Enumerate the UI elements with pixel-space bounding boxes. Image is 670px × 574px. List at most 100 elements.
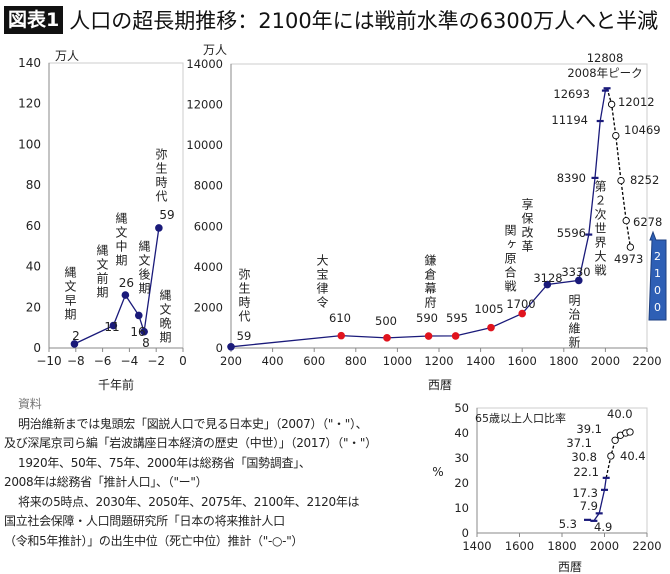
era-annotation: 縄文早期 (63, 266, 77, 322)
x-axis-label: 西暦 (558, 560, 582, 574)
inset-title: 65歳以上人口比率 (475, 411, 566, 425)
data-point (121, 291, 130, 299)
era-annotation: 縄文中期 (114, 212, 128, 268)
data-label: 59 (159, 208, 174, 222)
note-line: （令和5年推計）」の出生中位（死亡中位）推計（"-○-"） (4, 533, 304, 548)
plot-area (476, 407, 648, 534)
data-point-census (603, 87, 611, 90)
data-point (109, 321, 118, 330)
note-line: 将来の5時点、2030年、2050年、2075年、2100年、2120年は (18, 494, 360, 509)
data-label: 5.3 (559, 517, 577, 531)
data-label: 8390 (557, 171, 586, 185)
x-tick-label: 1600 (508, 354, 537, 368)
data-point-fukao (424, 332, 433, 340)
y-tick-label: 50 (454, 401, 469, 415)
y-tick-label: 20 (454, 476, 469, 490)
event-annotation: 弥生時代 (237, 268, 251, 324)
data-point-projection (612, 131, 620, 140)
data-point-kito (227, 343, 235, 351)
event-annotation: 明治維新 (567, 294, 581, 350)
data-label: 30.8 (571, 450, 597, 464)
event-annotation: 関ヶ原合戦 (503, 224, 517, 294)
figure-title: 図表1 人口の超長期推移：2100年には戦前水準の6300万人へと半減 (4, 5, 658, 35)
y-axis-unit: % (432, 465, 443, 479)
x-tick-label: 1800 (547, 539, 576, 553)
y-tick-label: 14000 (186, 57, 223, 71)
x-tick-label: 1200 (424, 354, 453, 368)
data-point (595, 512, 603, 515)
data-point-projection (607, 100, 616, 108)
data-label: 500 (375, 314, 397, 328)
x-tick-label: −6 (94, 354, 112, 368)
data-point (602, 476, 610, 479)
y-tick-label: 20 (26, 300, 41, 314)
data-label: 6278 (633, 215, 662, 229)
figure-badge: 図表1 (4, 6, 64, 34)
y-axis-unit: 万人 (203, 43, 227, 57)
data-label: 26 (119, 276, 134, 290)
data-point-kito (543, 280, 552, 289)
data-point (626, 428, 634, 436)
projection-line (606, 88, 632, 248)
data-label: 1700 (506, 297, 535, 311)
data-point (590, 519, 598, 522)
data-label: 8252 (630, 173, 659, 187)
callout-box (648, 230, 667, 321)
x-tick-label: 1600 (505, 539, 534, 553)
x-tick-label: 1800 (549, 354, 578, 368)
note-line: 国立社会保障・人口問題研究所「日本の将来推計人口 (4, 514, 285, 528)
y-tick-label: 40 (454, 426, 469, 440)
x-tick-label: 400 (262, 354, 284, 368)
y-tick-label: 30 (454, 451, 469, 465)
series-line (74, 227, 160, 345)
data-label: 3128 (533, 271, 562, 285)
x-tick-label: 800 (345, 354, 367, 368)
data-point-kito (574, 276, 583, 285)
y-axis-unit: 万人 (55, 49, 79, 63)
data-point (140, 327, 148, 336)
note-line: 及び深尾京司ら編「岩波講座日本経済の歴史（中世）」（2017）（"・"） (4, 436, 377, 450)
historical-line (230, 87, 608, 348)
x-tick-label: 200 (220, 354, 242, 368)
x-axis-label: 西暦 (428, 378, 452, 392)
data-label: 590 (416, 311, 438, 325)
data-label: 11 (104, 320, 119, 334)
data-point-fukao (451, 332, 460, 340)
data-point (134, 311, 143, 320)
data-point (611, 436, 619, 444)
data-point-fukao (487, 323, 495, 332)
era-annotation: 縄文晩期 (158, 289, 172, 345)
data-label: 10469 (624, 123, 661, 137)
x-tick-label: 2000 (591, 354, 620, 368)
data-label: 2 (72, 329, 80, 343)
data-point-fukao (337, 331, 346, 340)
data-point-fukao (383, 334, 391, 342)
era-annotation: 弥生時代 (154, 148, 168, 204)
callout-text: 2100 (651, 250, 664, 318)
x-tick-label: −10 (36, 354, 61, 368)
data-point-census (591, 176, 599, 180)
data-point-census (596, 119, 604, 123)
data-label: 595 (446, 311, 468, 325)
data-label: 17.3 (572, 486, 598, 500)
y-tick-label: 12000 (186, 98, 223, 112)
data-point (607, 452, 615, 460)
title-text: 人口の超長期推移：2100年には戦前水準の6300万人へと半減 (69, 9, 659, 33)
x-tick-label: 2200 (632, 539, 661, 553)
data-point-fukao (518, 309, 526, 318)
data-point-projection (617, 176, 625, 185)
data-label: 12012 (618, 95, 655, 109)
data-label: 16 (130, 325, 145, 339)
y-tick-label: 0 (462, 526, 469, 540)
data-point-projection (626, 243, 635, 251)
note-line: 明治維新までは鬼頭宏「図説人口で見る日本史」（2007）（"・"）、 (18, 416, 368, 431)
x-tick-label: 2000 (590, 539, 619, 553)
y-tick-label: 2000 (194, 300, 223, 314)
x-tick-label: −8 (67, 354, 85, 368)
event-annotation: 第２次世界大戦 (593, 180, 607, 278)
data-label: 1005 (474, 302, 503, 316)
data-label: 12693 (553, 87, 590, 101)
data-label: 39.1 (576, 422, 602, 436)
